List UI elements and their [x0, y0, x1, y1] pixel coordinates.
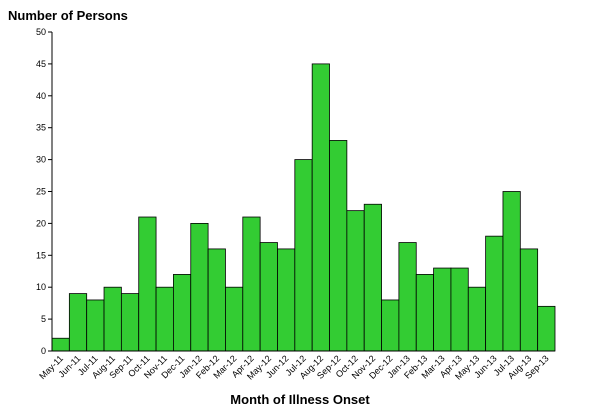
y-tick-label: 0: [41, 346, 46, 356]
bar: [346, 210, 365, 352]
y-tick-label: 20: [36, 218, 46, 228]
bar: [173, 274, 192, 352]
bar: [138, 216, 157, 352]
bar: [467, 286, 487, 352]
y-tick-label: 30: [36, 155, 46, 165]
bar: [537, 305, 556, 352]
y-tick-label: 25: [36, 187, 46, 197]
y-tick-label: 5: [41, 314, 46, 324]
bar: [433, 267, 452, 352]
bar: [450, 267, 469, 352]
bar: [225, 286, 244, 352]
y-tick-label: 15: [36, 250, 46, 260]
bar: [485, 235, 504, 352]
bar: [259, 242, 278, 352]
bar: [207, 248, 226, 352]
bar: [120, 293, 140, 352]
bar: [190, 222, 209, 352]
bar: [294, 159, 313, 352]
bar: [103, 286, 122, 352]
bar: [363, 203, 382, 352]
bar: [86, 299, 105, 352]
y-axis-label: Number of Persons: [8, 8, 128, 23]
bar: [242, 216, 261, 352]
bar: [415, 274, 434, 352]
bar: [381, 299, 400, 352]
y-tick-label: 35: [36, 123, 46, 133]
bar: [155, 286, 174, 352]
bar: [68, 293, 88, 352]
x-axis-label: Month of Illness Onset: [230, 392, 370, 407]
bar: [277, 248, 296, 352]
bar: [398, 242, 417, 352]
bar: [311, 63, 330, 352]
y-tick-label: 10: [36, 282, 46, 292]
bar: [502, 191, 521, 352]
bar: [329, 140, 348, 352]
y-tick-label: 50: [36, 27, 46, 37]
bar: [519, 248, 539, 352]
bar: [51, 337, 70, 352]
y-tick-label: 40: [36, 91, 46, 101]
y-tick-label: 45: [36, 59, 46, 69]
